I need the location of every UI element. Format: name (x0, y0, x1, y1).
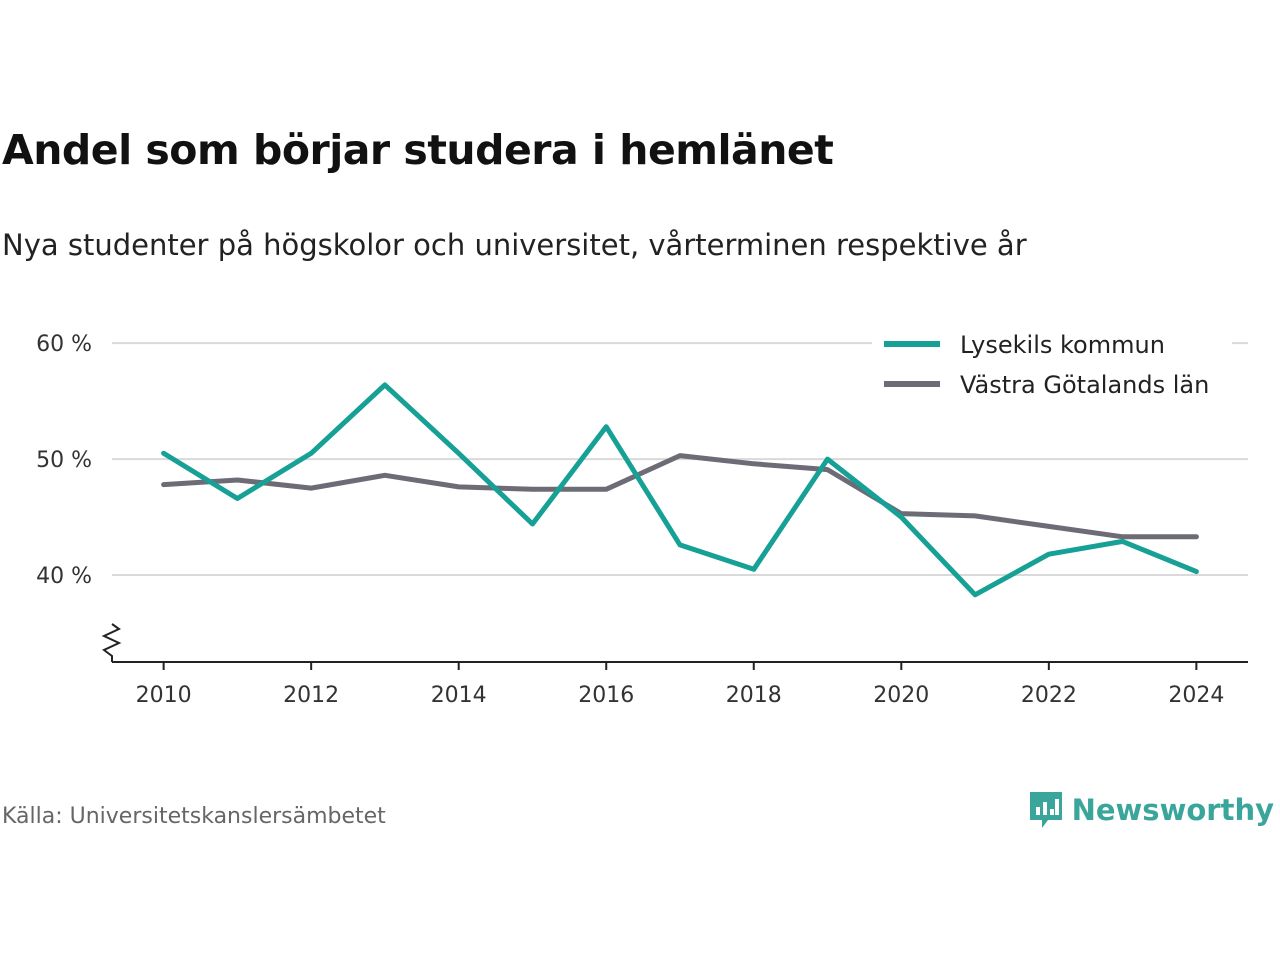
x-tick-label: 2010 (136, 683, 192, 708)
source-note: Källa: Universitetskanslersämbetet (2, 804, 386, 829)
x-tick-label: 2016 (578, 683, 634, 708)
y-tick-label: 60 % (36, 332, 92, 357)
x-tick-label: 2020 (873, 683, 929, 708)
y-tick-label: 40 % (36, 564, 92, 589)
brand-name: Newsworthy (1071, 793, 1274, 827)
series-line-1 (161, 453, 1199, 540)
newsworthy-logo-icon (1029, 792, 1062, 828)
y-axis-break-icon (101, 623, 122, 662)
legend-label: Lysekils kommun (960, 331, 1165, 359)
series-lines (161, 382, 1199, 598)
legend-background (872, 326, 1232, 406)
chart-subtitle: Nya studenter på högskolor och universit… (2, 228, 1027, 262)
x-tick-label: 2022 (1021, 683, 1077, 708)
legend-label: Västra Götalands län (960, 371, 1209, 399)
brand-logo[interactable]: Newsworthy (1028, 790, 1274, 830)
axes: 40 % 50 % 60 % 2010 2012 2014 2016 2018 2020 2022… (36, 332, 1248, 708)
x-tick-label: 2024 (1168, 683, 1224, 708)
legend: Lysekils kommun Västra Götalands län (872, 326, 1232, 406)
chart-title: Andel som börjar studera i hemlänet (2, 126, 834, 174)
line-chart: 40 % 50 % 60 % 2010 2012 2014 2016 2018 2020 2022… (36, 326, 1248, 708)
x-tick-label: 2014 (431, 683, 487, 708)
y-tick-label: 50 % (36, 448, 92, 473)
series-line-0 (161, 382, 1199, 598)
x-tick-label: 2018 (726, 683, 782, 708)
x-tick-label: 2012 (283, 683, 339, 708)
